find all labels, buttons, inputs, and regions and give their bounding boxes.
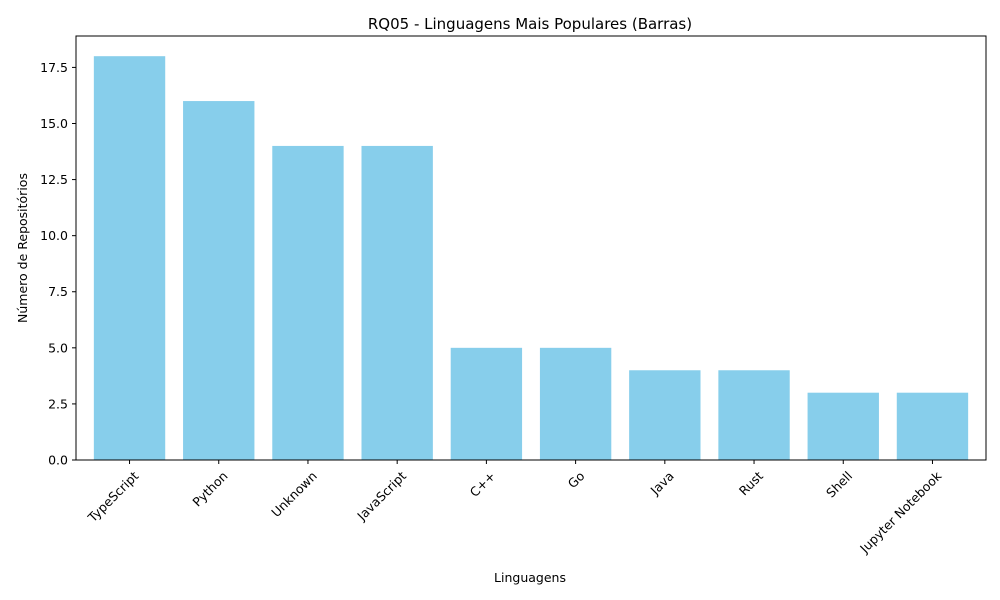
y-axis-label: Número de Repositórios xyxy=(15,173,30,323)
x-tick-label: Jupyter Notebook xyxy=(856,468,945,557)
x-tick-label: Rust xyxy=(736,468,766,498)
y-tick-label: 5.0 xyxy=(48,340,68,355)
x-tick-label: Go xyxy=(565,468,588,491)
x-tick-label: Shell xyxy=(823,468,855,500)
y-tick-label: 7.5 xyxy=(48,284,68,299)
x-tick-label: Python xyxy=(189,468,230,509)
y-tick-label: 2.5 xyxy=(48,396,68,411)
y-ticks-group: 0.0 2.5 5.0 7.5 10.0 12.5 15.0 17.5 xyxy=(40,60,76,468)
chart-title: RQ05 - Linguagens Mais Populares (Barras… xyxy=(368,15,692,33)
x-axis-label: Linguagens xyxy=(494,570,566,585)
bar-shell xyxy=(807,392,879,460)
y-tick-label: 17.5 xyxy=(40,60,68,75)
bar-go xyxy=(539,347,612,460)
x-tick-label: Java xyxy=(647,468,677,498)
y-tick-label: 12.5 xyxy=(40,172,68,187)
bar-python xyxy=(183,101,255,461)
axes-frame xyxy=(75,35,987,461)
x-tick-label: JavaScript xyxy=(353,468,409,524)
x-tick-label: C++ xyxy=(467,468,499,500)
bar-rust xyxy=(718,370,790,460)
bar-unknown xyxy=(272,145,344,461)
bar-jupyter-notebook xyxy=(896,392,969,460)
y-tick-label: 15.0 xyxy=(40,116,68,131)
bars-group xyxy=(93,56,969,461)
x-tick-label: Unknown xyxy=(268,468,320,520)
bar-c- xyxy=(450,347,523,460)
x-ticks-group: TypeScript Python Unknown JavaScript C++ Go Ja… xyxy=(84,460,945,556)
y-tick-label: 10.0 xyxy=(40,228,68,243)
bar-java xyxy=(629,370,701,460)
bar-typescript xyxy=(93,56,166,460)
x-tick-label: TypeScript xyxy=(84,468,141,525)
y-tick-label: 0.0 xyxy=(48,453,68,468)
bar-javascript xyxy=(361,145,433,461)
